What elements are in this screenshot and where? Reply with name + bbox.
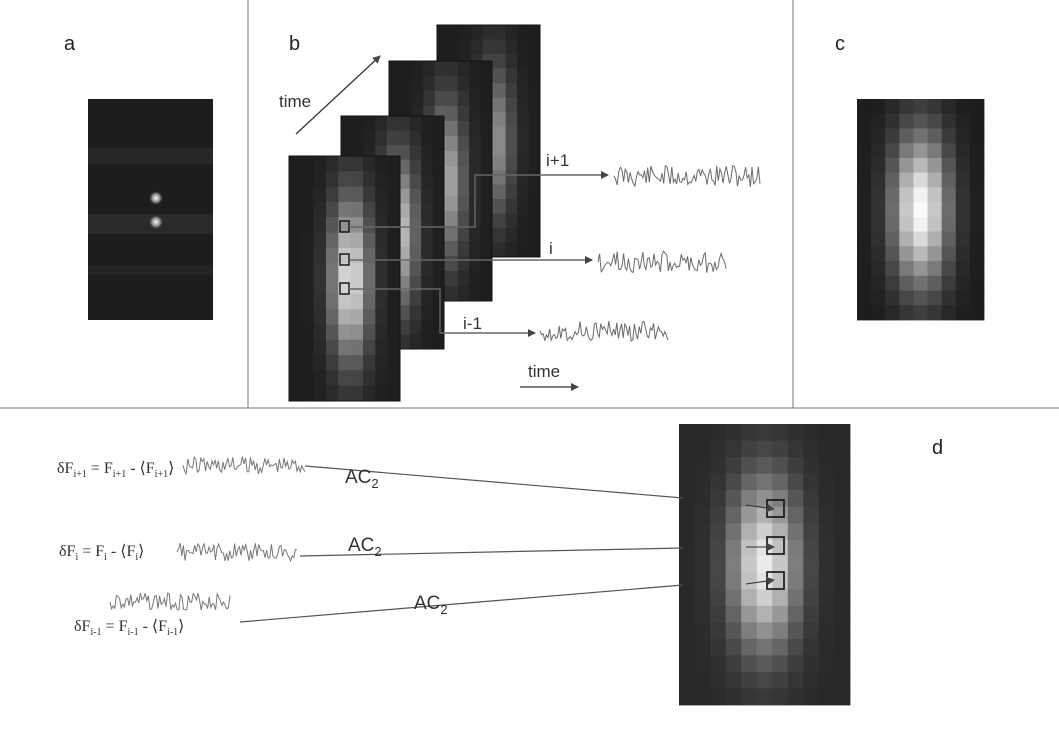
eq-part: δF: [74, 618, 91, 635]
panel-label-b: b: [289, 33, 300, 55]
time-label-diagonal: time: [279, 92, 311, 111]
eq-sub: i: [135, 552, 138, 563]
fluorophore-spot: [149, 215, 163, 229]
eq-sub: i+1: [113, 469, 126, 480]
eq-part: = F: [87, 460, 113, 477]
panel-dividers: [0, 0, 1059, 409]
ac-line-i-minus-1: [239, 584, 684, 623]
trace-connectors: [349, 171, 609, 337]
ac-arrow-bottom: [745, 577, 775, 585]
panel-a-frame: [88, 99, 213, 320]
eq-sub: i-1: [90, 627, 101, 638]
eq-part: - ⟨F: [139, 618, 168, 635]
fluctuation-trace-i-minus-1: [109, 591, 231, 611]
trace-label-i-minus-1: i-1: [463, 314, 482, 333]
panel-d-frame: [679, 424, 851, 706]
panel-label-c: c: [835, 33, 845, 55]
trace-label-i: i: [549, 239, 553, 258]
fluctuation-trace-i-plus-1: [182, 455, 306, 476]
time-label-horizontal: time: [528, 362, 560, 381]
panel-label-a: a: [64, 33, 76, 55]
ac-sub: 2: [371, 476, 378, 491]
connector-i-plus-1: [349, 171, 609, 228]
intensity-trace-i: [597, 250, 727, 274]
ac-line-i: [299, 547, 684, 557]
eq-part: δF: [59, 543, 76, 560]
fluctuation-trace-i: [176, 542, 298, 563]
frame-stack: [288, 24, 541, 402]
panel-c-frame: [857, 99, 985, 321]
panel-d-pixel-arrows: [745, 504, 775, 585]
equation-i-plus-1: δFi+1 = Fi+1 - ⟨Fi+1⟩: [57, 460, 174, 480]
eq-part: - ⟨F: [107, 543, 136, 560]
ac-sub: 2: [440, 602, 447, 617]
intensity-trace-i-minus-1: [539, 321, 669, 342]
fluorophore-spot: [149, 191, 163, 205]
connector-i-minus-1: [349, 288, 536, 337]
ac2-label-i: AC2: [348, 535, 382, 559]
average-intensity-image: [857, 99, 985, 321]
eq-part: ⟩: [168, 460, 174, 477]
image-frame-border: [288, 155, 401, 402]
eq-sub: i+1: [155, 469, 168, 480]
intensity-trace-i-plus-1: [613, 165, 761, 188]
ac-text: AC: [345, 467, 371, 488]
eq-sub: i-1: [127, 627, 138, 638]
ac2-label-i-plus-1: AC2: [345, 467, 379, 491]
panel-label-d: d: [932, 437, 943, 459]
eq-sub: i: [75, 552, 78, 563]
eq-sub: i-1: [167, 627, 178, 638]
trace-label-i-plus-1: i+1: [546, 151, 569, 170]
ac2-label-i-minus-1: AC2: [414, 593, 448, 617]
eq-part: ⟩: [178, 618, 184, 635]
autocorrelation-image: [679, 424, 851, 706]
ac-text: AC: [348, 535, 374, 556]
ac-text: AC: [414, 593, 440, 614]
ac-line-i-plus-1: [304, 465, 684, 499]
eq-sub: i+1: [73, 469, 86, 480]
ac-sub: 2: [374, 544, 381, 559]
image-frame: [289, 156, 401, 402]
time-arrow-diagonal: [295, 55, 381, 135]
eq-part: - ⟨F: [126, 460, 155, 477]
eq-part: δF: [57, 460, 74, 477]
eq-sub: i: [104, 552, 107, 563]
eq-part: = F: [78, 543, 104, 560]
equation-i: δFi = Fi - ⟨Fi⟩: [59, 543, 144, 563]
ac-connectors: [239, 465, 684, 623]
equation-i-minus-1: δFi-1 = Fi-1 - ⟨Fi-1⟩: [74, 618, 184, 638]
eq-part: = F: [102, 618, 128, 635]
ac-arrow-top: [745, 504, 775, 512]
eq-part: ⟩: [138, 543, 144, 560]
